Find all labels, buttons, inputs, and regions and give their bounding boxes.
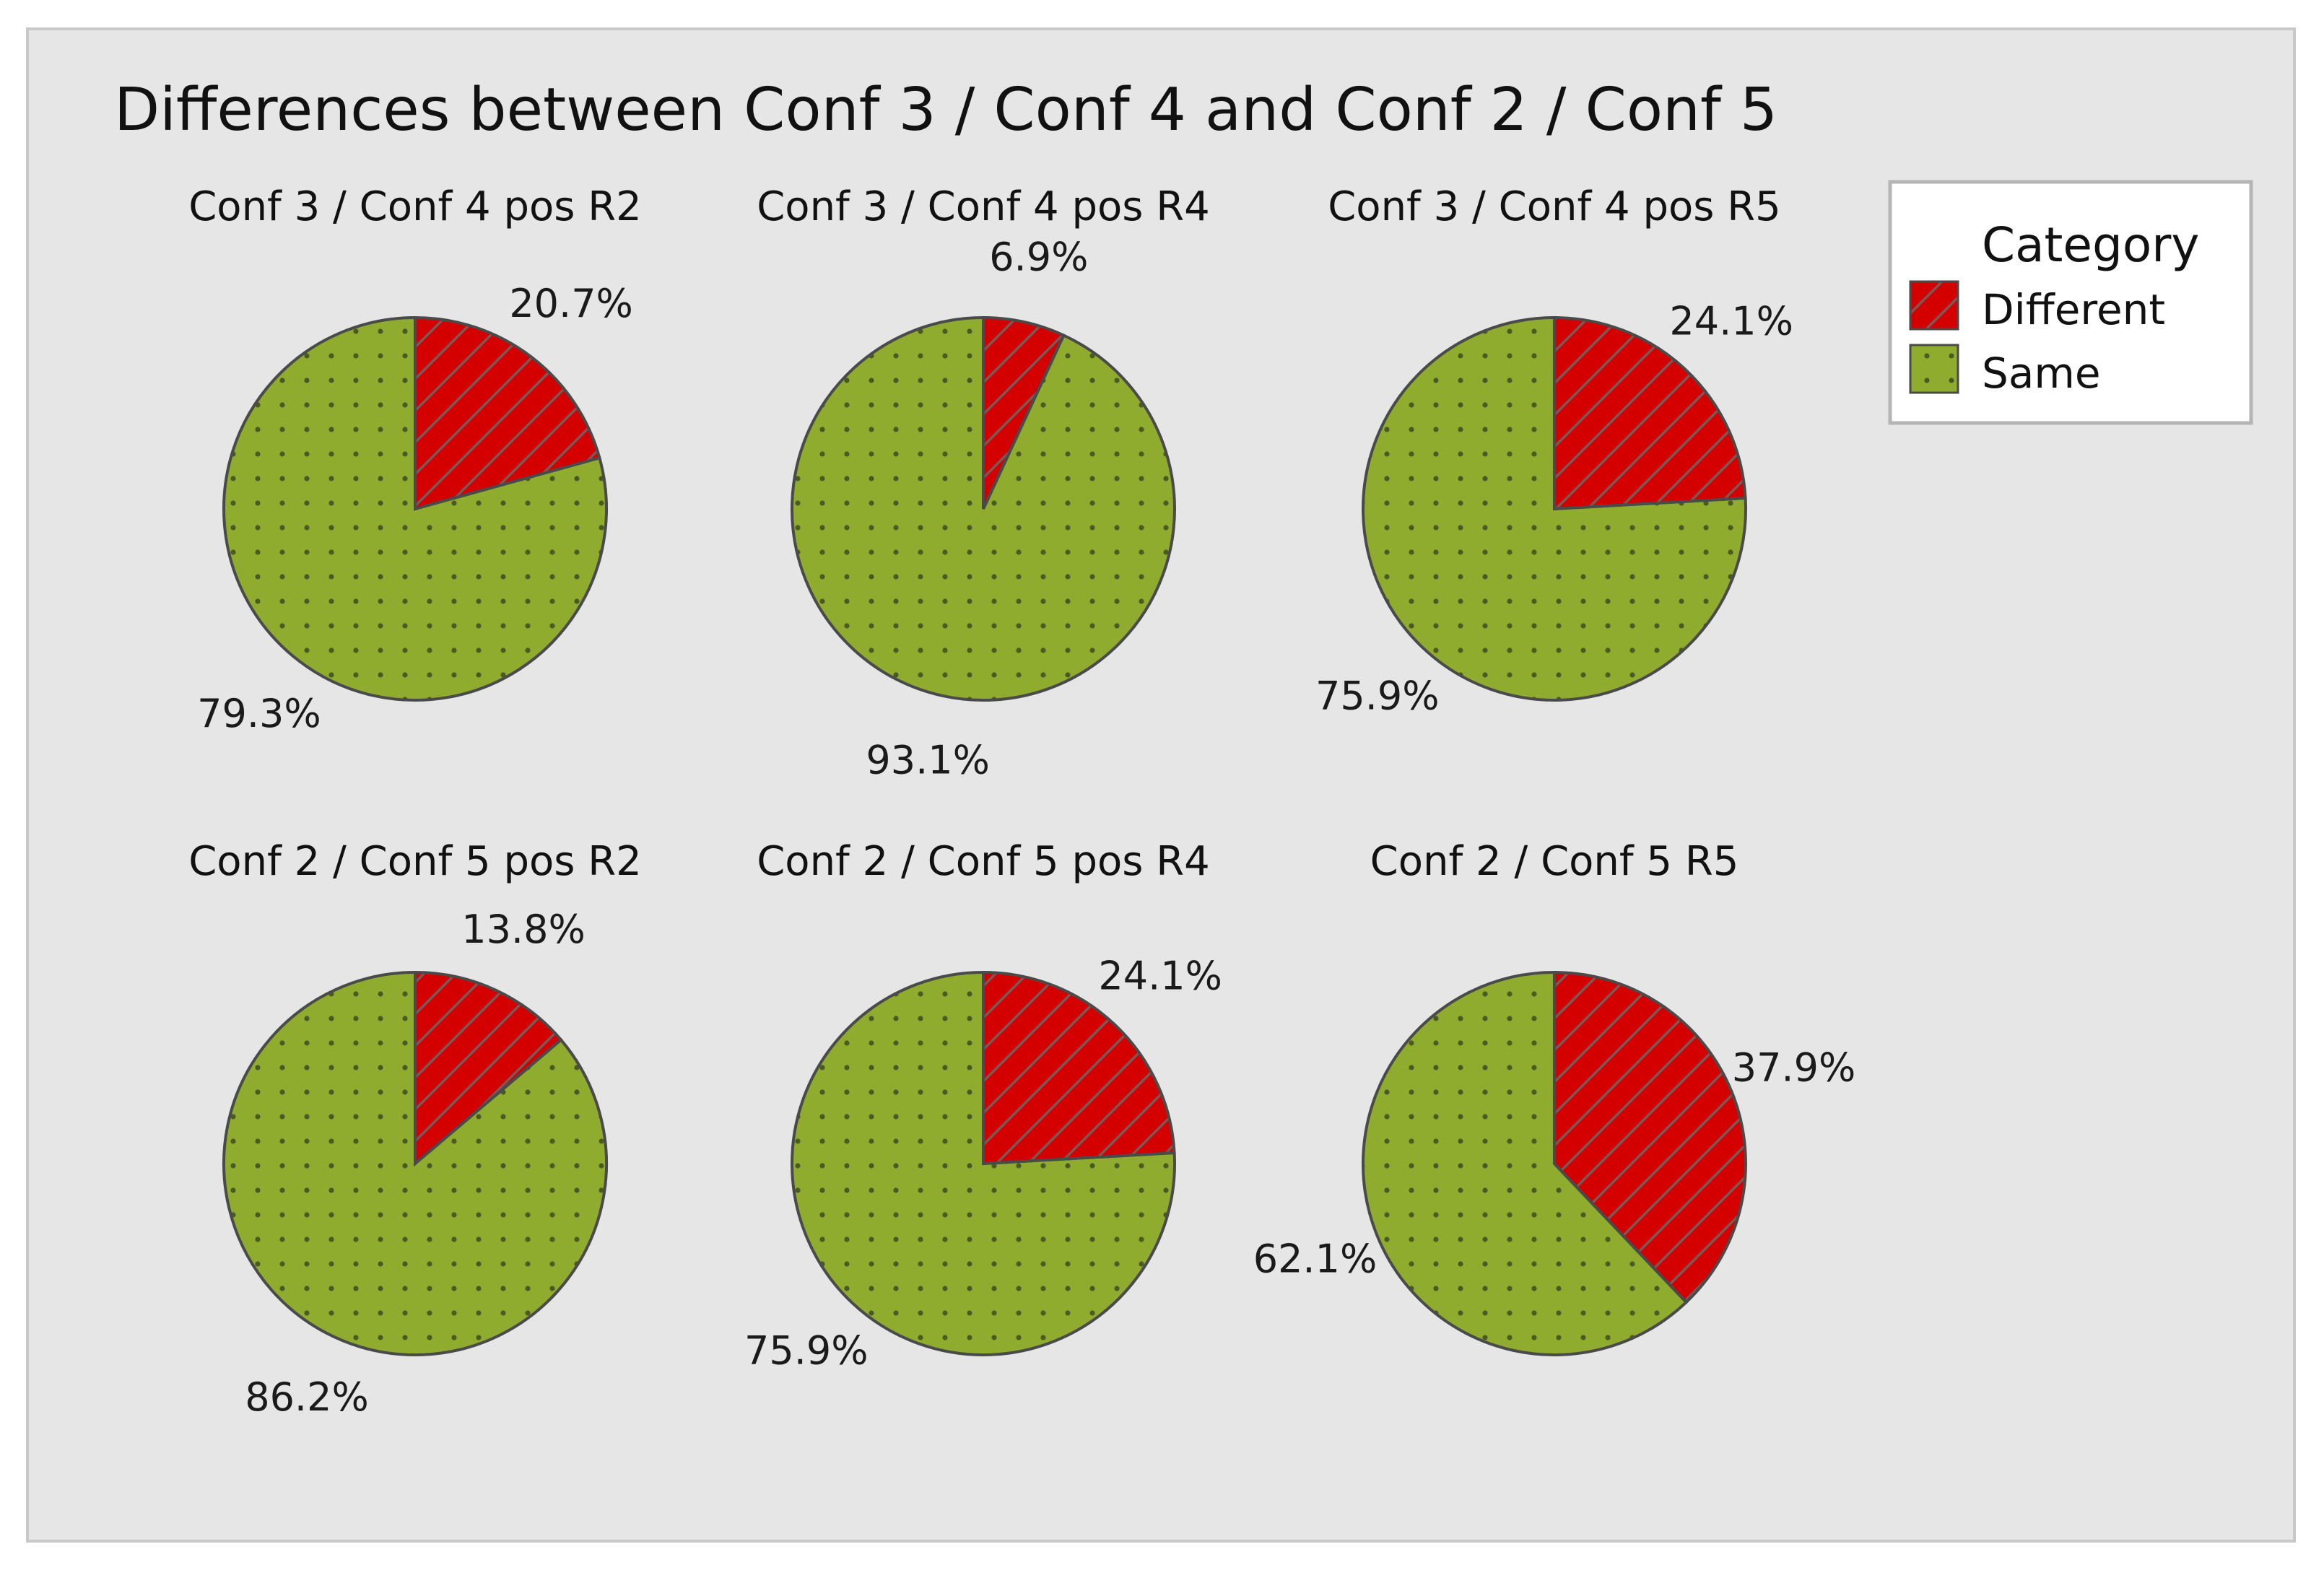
pie-title: Conf 3 / Conf 4 pos R4: [757, 183, 1210, 230]
pie-slice-same: [1362, 315, 1747, 702]
pie-slice-different: [982, 970, 1176, 1166]
pie-slice-different: [1553, 315, 1747, 511]
pie-label-different: 20.7%: [509, 281, 633, 326]
legend-swatch-different: [1909, 280, 1959, 331]
legend-label-same: Same: [1982, 349, 2101, 398]
pie-slice-same: [1362, 970, 1689, 1356]
pie-c25-r5: Conf 2 / Conf 5 R5 37.9% 62.1%: [1253, 838, 1856, 1356]
pie-slice-different: [414, 315, 601, 511]
pie-slice-different: [1553, 970, 1748, 1304]
pie-label-same: 86.2%: [245, 1374, 369, 1420]
pie-title: Conf 2 / Conf 5 R5: [1370, 838, 1739, 885]
pie-title: Conf 3 / Conf 4 pos R5: [1328, 183, 1781, 230]
pie-slice-same: [791, 970, 1176, 1356]
legend-swatch-same: [1909, 344, 1959, 394]
legend-label-different: Different: [1982, 285, 2165, 334]
pie-label-same: 62.1%: [1253, 1237, 1378, 1282]
pie-title: Conf 2 / Conf 5 pos R4: [757, 838, 1210, 885]
pie-c34-r5: Conf 3 / Conf 4 pos R5 24.1% 75.9%: [1315, 183, 1793, 719]
pie-label-same: 79.3%: [197, 691, 321, 736]
pie-label-same: 75.9%: [1315, 673, 1440, 719]
chart-title: Differences between Conf 3 / Conf 4 and …: [114, 76, 1777, 144]
pie-c34-r2: Conf 3 / Conf 4 pos R2 20.7% 79.3%: [188, 183, 642, 736]
pie-label-different: 37.9%: [1732, 1045, 1856, 1091]
pie-label-different: 13.8%: [461, 907, 586, 952]
pie-slice-different: [982, 315, 1066, 510]
pie-label-same: 93.1%: [866, 738, 990, 783]
legend-title: Category: [1982, 217, 2199, 273]
pie-c25-r2: Conf 2 / Conf 5 pos R2 13.8% 86.2%: [188, 838, 642, 1420]
legend: Category Different Same: [1888, 180, 2253, 425]
pie-label-different: 24.1%: [1098, 954, 1222, 999]
pie-title: Conf 2 / Conf 5 pos R2: [188, 838, 642, 885]
pie-c25-r4: Conf 2 / Conf 5 pos R4 24.1% 75.9%: [744, 838, 1222, 1374]
pie-label-different: 6.9%: [989, 234, 1088, 279]
pie-slice-same: [222, 970, 608, 1356]
pie-slice-different: [414, 970, 563, 1167]
pie-label-different: 24.1%: [1669, 299, 1793, 344]
pie-c34-r4: Conf 3 / Conf 4 pos R46.9% 93.1%: [757, 183, 1210, 783]
pie-label-same: 75.9%: [744, 1328, 869, 1374]
pie-title: Conf 3 / Conf 4 pos R2: [188, 183, 642, 230]
